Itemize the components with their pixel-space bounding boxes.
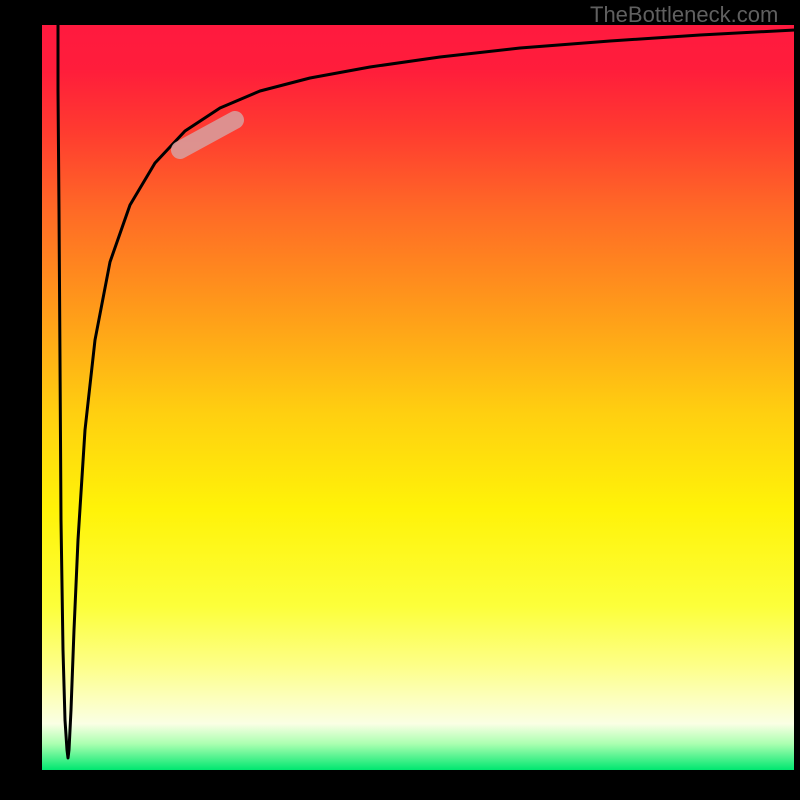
plot-svg: [0, 0, 800, 800]
chart-root: TheBottleneck.com: [0, 0, 800, 800]
gradient-background: [42, 25, 794, 770]
